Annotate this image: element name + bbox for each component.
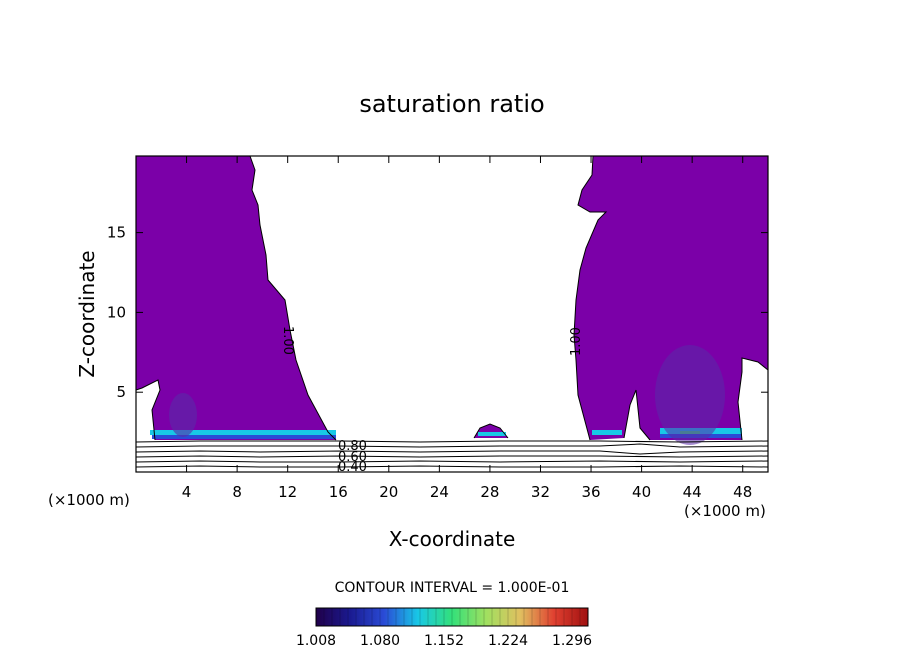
colorbar-tick-label: 1.224 — [488, 633, 528, 649]
x-tick-label: 28 — [480, 483, 499, 501]
colorbar-tick-label: 1.152 — [424, 633, 464, 649]
x-unit-right: (×1000 m) — [684, 502, 766, 520]
x-tick-label: 8 — [232, 483, 242, 501]
x-tick-label: 44 — [683, 483, 702, 501]
band-left-cyan — [150, 430, 336, 435]
x-tick-label: 32 — [531, 483, 550, 501]
contour-line-e — [136, 460, 768, 463]
contour-line-1-00-left — [136, 156, 337, 441]
band-right1-cyan — [592, 430, 622, 435]
contour-lines — [136, 156, 768, 468]
y-tick-labels: 5 10 15 — [107, 224, 126, 402]
x-axis-label: X-coordinate — [389, 527, 516, 551]
y-tick-label: 10 — [107, 303, 126, 321]
filled-contours — [136, 156, 768, 445]
x-tick-label: 36 — [581, 483, 600, 501]
band-center-cyan — [478, 432, 506, 436]
colorbar-fill — [315, 607, 589, 627]
contour-line-a — [136, 440, 768, 443]
x-tick-marks — [186, 156, 744, 472]
x-tick-label: 40 — [632, 483, 651, 501]
x-tick-label: 4 — [182, 483, 192, 501]
contour-line-center — [473, 423, 509, 439]
contour-label-3: 0.80 — [338, 439, 367, 454]
colorbar-tick-label: 1.080 — [360, 633, 400, 649]
shade-left — [169, 393, 197, 437]
contour-label-2: 1.00 — [569, 327, 584, 356]
colorbar: 1.008 1.080 1.152 1.224 1.296 — [296, 607, 592, 649]
x-tick-label: 16 — [329, 483, 348, 501]
colorbar-tick-label: 1.296 — [552, 633, 592, 649]
x-unit-left: (×1000 m) — [48, 491, 130, 509]
contour-line-d — [136, 455, 768, 458]
colorbar-tick-labels: 1.008 1.080 1.152 1.224 1.296 — [296, 633, 592, 649]
contour-label-5: 0.40 — [338, 460, 367, 475]
x-tick-label: 24 — [430, 483, 449, 501]
contour-line-f — [136, 465, 768, 468]
plot-frame — [135, 155, 769, 473]
x-tick-label: 48 — [733, 483, 752, 501]
shade-right — [655, 345, 725, 445]
y-axis-label: Z-coordinate — [75, 250, 99, 377]
x-tick-label: 12 — [278, 483, 297, 501]
chart-title: saturation ratio — [359, 90, 544, 118]
contour-label-1: 1.00 — [280, 326, 295, 355]
x-tick-labels: 4 8 12 16 20 24 28 32 36 40 44 48 — [182, 483, 752, 501]
colorbar-tick-label: 1.008 — [296, 633, 336, 649]
y-tick-marks — [136, 232, 768, 393]
left-region-fill — [136, 156, 336, 440]
y-tick-label: 5 — [116, 383, 126, 401]
contour-label-4: 0.60 — [338, 450, 367, 465]
colorbar-stripes — [323, 608, 581, 626]
contour-line-1-00-right — [573, 156, 768, 441]
y-tick-label: 15 — [107, 224, 126, 242]
contour-line-b — [136, 443, 768, 448]
band-left-blue — [152, 435, 336, 439]
contour-interval-text: CONTOUR INTERVAL = 1.000E-01 — [335, 580, 570, 596]
contour-line-c — [136, 450, 768, 455]
x-tick-label: 20 — [379, 483, 398, 501]
